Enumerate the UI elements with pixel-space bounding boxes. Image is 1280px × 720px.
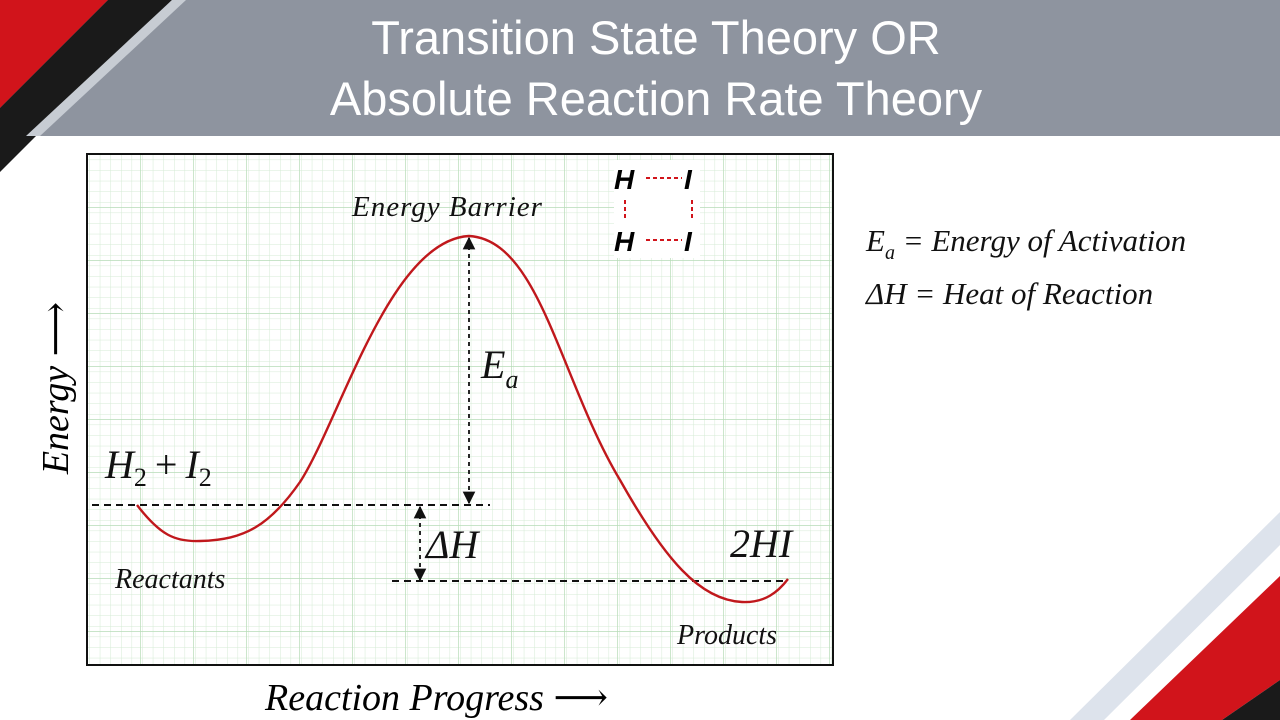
y-axis-label-text: Energy ⟶	[35, 301, 77, 475]
reactants-i-sub: 2	[199, 463, 212, 492]
ea-label-symbol: E	[480, 342, 505, 387]
legend-dh-symbol: ΔH	[866, 276, 907, 311]
y-axis-word: Energy	[35, 365, 77, 475]
x-axis-label: Reaction Progress ⟶	[265, 676, 608, 720]
plot-frame	[86, 153, 834, 666]
products-formula: 2HI	[730, 521, 794, 566]
corner-stripe-bottom-dark	[1222, 680, 1280, 720]
title-line-1: Transition State Theory OR	[371, 11, 941, 64]
legend-dh-text: = Heat of Reaction	[906, 276, 1154, 311]
ea-label-subscript: a	[505, 365, 518, 394]
x-axis-arrow: ⟶	[553, 677, 608, 719]
delta-h-label: ΔH	[424, 522, 480, 567]
reactants-plus: +	[155, 442, 178, 487]
y-axis-arrow: ⟶	[35, 301, 77, 357]
legend-ea-subscript: a	[884, 242, 895, 264]
transition-complex-backdrop	[614, 160, 700, 258]
legend-activation-energy: Ea = Energy of Activation	[866, 223, 1186, 271]
complex-h-top: H	[614, 164, 635, 195]
transition-complex: H I H I	[614, 160, 700, 258]
legend-ea-text: = Energy of Activation	[894, 223, 1187, 258]
complex-i-top: I	[684, 164, 693, 195]
title-bar: Transition State Theory OR Absolute Reac…	[0, 0, 1280, 136]
reactants-formula: H2 + I2	[104, 442, 212, 492]
corner-stripe-bottom-light	[1070, 512, 1280, 720]
corner-stripe-top-grey	[26, 0, 186, 136]
products-label: Products	[676, 620, 777, 651]
legend-ea-symbol: E	[866, 223, 885, 258]
legend-heat-of-reaction: ΔH = Heat of Reaction	[866, 276, 1153, 312]
title-line-2: Absolute Reaction Rate Theory	[329, 72, 983, 125]
corner-stripe-bottom-red	[1130, 576, 1280, 720]
reactants-h: H	[104, 442, 136, 487]
complex-i-bottom: I	[684, 226, 693, 257]
energy-curve	[136, 234, 789, 604]
energy-barrier-label: Energy Barrier	[351, 191, 543, 223]
ea-label: Ea	[480, 342, 518, 394]
x-axis-word: Reaction Progress	[265, 677, 544, 719]
complex-h-bottom: H	[614, 226, 635, 257]
reactants-label: Reactants	[114, 564, 226, 595]
reactants-i: I	[184, 442, 200, 487]
reactants-h-sub: 2	[134, 463, 147, 492]
